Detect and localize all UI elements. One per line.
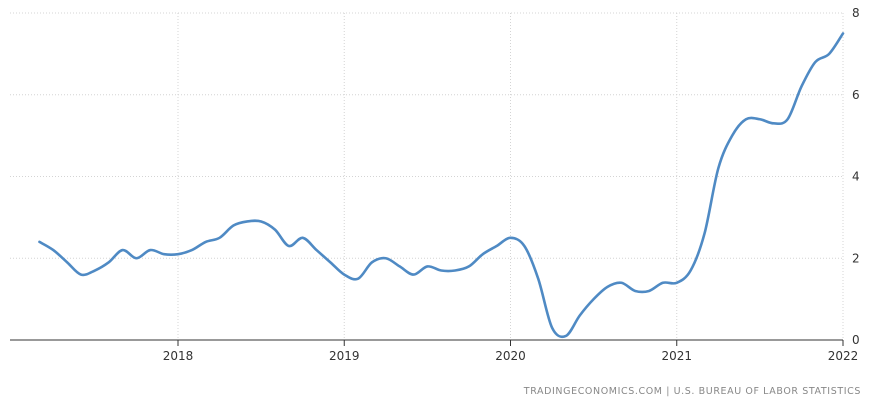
data-point [827,51,832,56]
data-point [439,268,444,273]
data-point [591,297,596,302]
data-point [65,260,70,265]
data-point [563,333,568,338]
x-tick-label: 2019 [329,349,360,363]
source-attribution: TRADINGECONOMICS.COM | U.S. BUREAU OF LA… [523,386,861,397]
data-point [245,219,250,224]
data-point [162,252,167,257]
data-point [106,260,111,265]
tick-labels: 0 2 4 6 8 2018 2019 2020 2021 2022 [163,6,860,363]
data-point [619,280,624,285]
data-point [647,288,652,293]
series-layer [37,31,846,339]
data-point [771,121,776,126]
data-point [605,284,610,289]
data-point [522,243,527,248]
data-point [494,243,499,248]
data-point [730,133,735,138]
x-tick-label: 2018 [163,349,194,363]
data-point [716,166,721,171]
data-point [633,288,638,293]
data-point [300,235,305,240]
data-point [328,260,333,265]
y-tick-label: 6 [852,88,860,102]
data-point [203,239,208,244]
data-point [480,252,485,257]
x-tick-label: 2021 [661,349,692,363]
data-point [508,235,513,240]
data-point [660,280,665,285]
data-point [425,264,430,269]
data-point [397,264,402,269]
data-point [383,256,388,261]
data-point [272,227,277,232]
data-point [176,252,181,257]
data-point [799,84,804,89]
data-point [134,256,139,261]
data-point [813,60,818,65]
grid-lines [10,12,844,340]
data-point [536,276,541,281]
series-line [38,32,845,339]
data-point [286,243,291,248]
data-point [342,272,347,277]
data-point [702,231,707,236]
data-point [51,248,56,253]
data-point [453,268,458,273]
data-point [259,219,264,224]
data-point [314,248,319,253]
y-tick-label: 8 [852,6,860,20]
data-point [189,248,194,253]
data-point [120,248,125,253]
data-point [841,31,846,36]
data-point [79,272,84,277]
data-point [688,268,693,273]
data-point [674,280,679,285]
data-point [757,117,762,122]
data-point [356,276,361,281]
axis-lines [10,339,844,346]
x-tick-label: 2022 [828,349,859,363]
data-point [37,239,42,244]
data-point [550,325,555,330]
data-point [411,272,416,277]
data-point [744,117,749,122]
data-point [577,313,582,318]
data-point [148,248,153,253]
y-tick-label: 4 [852,170,860,184]
data-point [466,264,471,269]
data-point [785,117,790,122]
data-point [231,223,236,228]
data-point [92,268,97,273]
y-tick-label: 0 [852,333,860,347]
data-point [217,235,222,240]
x-tick-label: 2020 [495,349,526,363]
y-tick-label: 2 [852,251,860,265]
data-point [369,260,374,265]
